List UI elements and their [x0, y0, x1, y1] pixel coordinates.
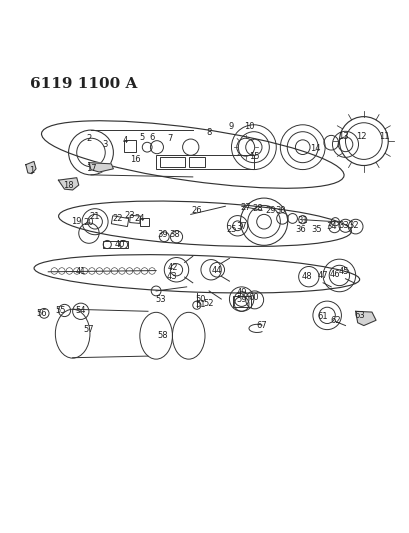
Text: 22: 22 — [112, 214, 122, 223]
Text: 20: 20 — [83, 219, 94, 228]
Text: 59: 59 — [236, 295, 246, 304]
Text: 40: 40 — [114, 240, 124, 248]
Text: 3: 3 — [102, 140, 108, 149]
Bar — [188, 157, 204, 167]
Text: 23: 23 — [124, 211, 135, 220]
Bar — [139, 219, 148, 226]
Bar — [160, 157, 184, 167]
Text: 51: 51 — [195, 300, 206, 309]
Text: 67: 67 — [256, 321, 267, 330]
Text: 60: 60 — [248, 293, 258, 302]
Polygon shape — [89, 163, 113, 172]
Text: 53: 53 — [155, 295, 165, 304]
Text: 12: 12 — [356, 132, 366, 141]
Text: 32: 32 — [348, 221, 358, 230]
Text: 26: 26 — [191, 206, 202, 215]
Text: 16: 16 — [130, 155, 141, 164]
Text: 29: 29 — [264, 206, 275, 215]
Text: 41: 41 — [75, 267, 86, 276]
Text: 62: 62 — [329, 316, 340, 325]
Text: 39: 39 — [157, 230, 167, 239]
Text: 17: 17 — [85, 164, 96, 173]
Text: 52: 52 — [203, 300, 214, 309]
Bar — [111, 216, 128, 227]
Text: 7: 7 — [167, 134, 173, 143]
Text: 61: 61 — [317, 312, 328, 321]
Text: 54: 54 — [75, 305, 86, 314]
Text: 38: 38 — [169, 230, 180, 239]
Bar — [156, 155, 253, 169]
Text: 33: 33 — [337, 221, 348, 230]
Text: 34: 34 — [325, 222, 336, 231]
Text: 9: 9 — [228, 122, 234, 131]
Bar — [232, 296, 250, 307]
Text: 45: 45 — [337, 267, 348, 276]
Text: 35: 35 — [310, 225, 321, 235]
Text: 63: 63 — [353, 311, 364, 320]
Text: 58: 58 — [157, 331, 167, 340]
Text: 50: 50 — [195, 295, 206, 304]
Text: 42: 42 — [167, 263, 177, 272]
Text: 27: 27 — [240, 203, 250, 212]
Text: 6119 1100 A: 6119 1100 A — [30, 77, 137, 91]
Text: 31: 31 — [297, 216, 307, 225]
Text: 11: 11 — [378, 132, 389, 141]
Text: 47: 47 — [317, 271, 328, 280]
Text: 36: 36 — [294, 225, 306, 235]
Text: 48: 48 — [301, 272, 311, 281]
Text: 37: 37 — [236, 222, 246, 231]
Bar — [129, 215, 140, 223]
Polygon shape — [58, 177, 79, 190]
Text: 24: 24 — [134, 214, 145, 223]
Text: 55: 55 — [55, 305, 65, 314]
Text: 1: 1 — [29, 166, 34, 175]
Text: 25: 25 — [226, 225, 236, 235]
Text: 28: 28 — [252, 204, 263, 213]
Text: 30: 30 — [274, 206, 285, 215]
Text: 14: 14 — [309, 144, 319, 153]
Text: 57: 57 — [83, 325, 94, 334]
Text: 49: 49 — [236, 288, 246, 297]
Text: 5: 5 — [139, 133, 144, 141]
Text: 43: 43 — [167, 272, 177, 281]
Bar — [103, 241, 127, 248]
Text: 6: 6 — [149, 133, 154, 141]
Text: 2: 2 — [86, 134, 91, 143]
Text: 8: 8 — [206, 127, 211, 136]
Text: 15: 15 — [248, 152, 258, 161]
Text: 10: 10 — [244, 122, 254, 131]
Bar — [123, 140, 135, 152]
Polygon shape — [355, 311, 375, 326]
Text: 56: 56 — [37, 309, 47, 318]
Text: 44: 44 — [211, 266, 222, 275]
Text: 46: 46 — [329, 270, 340, 279]
Polygon shape — [26, 161, 36, 174]
Text: 19: 19 — [71, 217, 82, 226]
Text: 13: 13 — [337, 132, 348, 141]
Text: 4: 4 — [123, 136, 128, 145]
Text: 18: 18 — [63, 181, 74, 190]
Text: 21: 21 — [90, 212, 100, 221]
